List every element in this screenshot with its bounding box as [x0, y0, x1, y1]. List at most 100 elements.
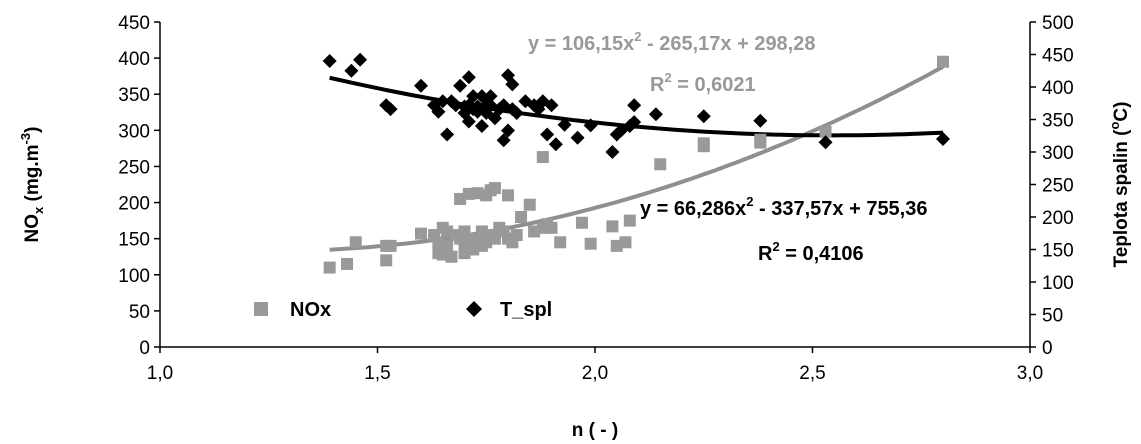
y-left-tick-label: 200	[118, 194, 150, 215]
y-right-tick-label: 0	[1042, 338, 1053, 359]
y-right-tick-label: 500	[1042, 13, 1074, 34]
x-tick-label: 1,0	[147, 363, 173, 384]
y-left-tick-label: 100	[118, 266, 150, 287]
point-nox	[937, 55, 949, 68]
point-t-spl	[818, 135, 833, 150]
equation-nox: y = 106,15x2 - 265,17x + 298,28	[528, 29, 816, 55]
point-t-spl	[648, 107, 663, 122]
point-t-spl	[448, 98, 463, 113]
y-left-tick-label: 50	[129, 302, 150, 323]
y-left-tick-label: 150	[118, 230, 150, 251]
point-t-spl	[570, 130, 585, 145]
y-right-tick-label: 50	[1042, 306, 1063, 327]
x-tick-label: 3,0	[1017, 363, 1043, 384]
point-t-spl	[483, 89, 498, 104]
point-t-spl	[505, 77, 520, 92]
point-t-spl	[544, 98, 559, 113]
point-nox	[441, 239, 454, 252]
point-t-spl	[414, 78, 428, 93]
point-t-spl	[548, 137, 563, 152]
markers	[322, 52, 950, 274]
point-nox	[415, 227, 427, 240]
x-tick-label: 2,0	[582, 363, 608, 384]
legend: NOx T_spl	[254, 299, 552, 321]
point-nox	[536, 151, 549, 164]
point-nox	[506, 236, 519, 249]
legend-label-t-spl: T_spl	[500, 299, 552, 321]
r2-t-spl: R2 = 0,4106	[758, 239, 864, 265]
point-nox	[623, 214, 636, 227]
y-right-tick-label: 250	[1042, 176, 1074, 197]
point-nox	[436, 248, 449, 261]
y-right-tick-label: 150	[1042, 241, 1074, 262]
point-t-spl	[474, 119, 489, 133]
point-nox	[554, 236, 567, 249]
point-t-spl	[435, 94, 450, 109]
point-t-spl	[383, 102, 398, 117]
point-nox	[575, 216, 588, 229]
point-t-spl	[540, 127, 555, 142]
point-t-spl	[496, 133, 511, 148]
y-left-tick-label: 350	[118, 85, 150, 106]
y-left-tick-label: 250	[118, 157, 150, 178]
point-t-spl	[583, 118, 598, 133]
point-nox	[380, 254, 393, 267]
point-t-spl	[605, 145, 620, 159]
point-nox	[819, 125, 832, 138]
point-nox	[654, 158, 667, 171]
axes: 0 50 100 150 200 250 300 350 400 450 0 50 100 150 200 2…	[118, 13, 1073, 384]
legend-label-nox: NOx	[290, 299, 331, 321]
point-t-spl	[344, 63, 359, 78]
y-right-tick-label: 400	[1042, 78, 1074, 99]
legend-marker-t-spl	[466, 301, 482, 317]
point-t-spl	[627, 98, 642, 113]
y-right-tick-label: 200	[1042, 208, 1074, 229]
point-nox	[523, 198, 536, 211]
point-nox	[584, 237, 597, 250]
y-axis-left-title: NOx (mg.m-3)	[18, 127, 46, 243]
y-right-tick-label: 450	[1042, 46, 1074, 67]
point-t-spl	[453, 78, 468, 93]
point-nox	[445, 250, 458, 263]
point-nox	[502, 189, 514, 202]
point-nox	[384, 239, 397, 252]
point-t-spl	[936, 132, 950, 146]
point-t-spl	[696, 109, 711, 124]
point-t-spl	[753, 113, 768, 128]
point-nox	[349, 236, 362, 249]
point-nox	[619, 236, 632, 249]
point-t-spl	[322, 54, 337, 68]
trendline-nox	[329, 65, 944, 252]
y-left-tick-label: 450	[118, 13, 150, 34]
equation-t-spl: y = 66,286x2 - 337,57x + 755,36	[640, 194, 928, 220]
point-t-spl	[353, 52, 368, 67]
x-tick-label: 2,5	[799, 363, 825, 384]
trendlines	[329, 65, 944, 252]
y-right-tick-label: 300	[1042, 143, 1074, 164]
y-right-tick-label: 350	[1042, 111, 1074, 132]
point-t-spl	[509, 106, 524, 120]
x-tick-label: 1,5	[364, 363, 390, 384]
y-left-tick-label: 300	[118, 121, 150, 142]
point-nox	[697, 137, 710, 150]
point-t-spl	[440, 127, 455, 142]
point-t-spl	[461, 114, 476, 129]
point-nox	[545, 221, 558, 234]
point-nox	[323, 261, 336, 274]
point-t-spl	[466, 89, 481, 104]
point-nox	[754, 133, 767, 146]
point-t-spl	[461, 70, 476, 85]
r2-nox: R2 = 0,6021	[650, 70, 756, 96]
point-nox	[510, 229, 523, 242]
point-nox	[488, 182, 501, 195]
y-right-tick-label: 100	[1042, 273, 1074, 294]
y-left-tick-label: 400	[118, 49, 150, 70]
point-t-spl	[557, 117, 572, 132]
point-nox	[606, 220, 619, 233]
y-axis-right-title: Teplota spalin (oC)	[1107, 102, 1132, 268]
legend-marker-nox	[254, 302, 268, 316]
point-t-spl	[470, 104, 485, 119]
point-t-spl	[431, 104, 446, 119]
point-nox	[341, 257, 354, 270]
